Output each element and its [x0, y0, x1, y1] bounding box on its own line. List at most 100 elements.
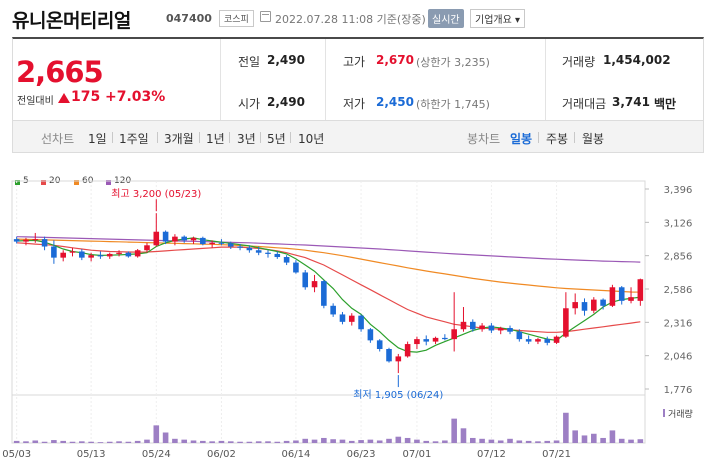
volume-bar — [628, 439, 634, 443]
period-5y[interactable]: 5년 — [267, 132, 286, 146]
candlestick-chart[interactable]: 3,396 3,126 2,856 2,586 2,316 2,046 1,776 05/03… — [0, 153, 706, 469]
volume-bar — [51, 440, 57, 443]
open-value: 2,490 — [267, 95, 305, 109]
high-annotation: 최고 3,200 (05/23) — [111, 188, 201, 200]
volume-value: 1,454,002 — [603, 53, 671, 67]
volume-bar — [507, 438, 513, 443]
volume-bar — [246, 441, 253, 443]
lower-limit: (하한가 1,745) — [416, 98, 490, 111]
volume-bar — [293, 440, 299, 443]
ma20-line — [16, 242, 641, 333]
divider — [290, 132, 291, 143]
volume-bar — [404, 437, 411, 443]
volume-bar — [432, 441, 439, 443]
calendar-icon — [260, 11, 271, 22]
candle-body — [563, 308, 569, 337]
candle-body — [591, 299, 597, 311]
volume-bar — [442, 440, 448, 443]
volume-bar — [516, 440, 523, 443]
x-tick-label: 06/02 — [207, 449, 236, 460]
candle-body — [600, 299, 606, 306]
volume-bar — [311, 439, 318, 443]
ma60-line — [16, 238, 641, 293]
candle-body — [544, 339, 551, 343]
volume-bar — [423, 440, 430, 443]
volume-bar — [134, 440, 141, 443]
candle-body — [227, 243, 234, 247]
company-info-dropdown[interactable]: 기업개요 ▾ — [470, 9, 525, 28]
candle-body — [134, 250, 141, 257]
legend-ma20-swatch — [41, 180, 46, 185]
candle-body — [535, 339, 541, 342]
volume-bar — [618, 438, 625, 443]
candle-weekly[interactable]: 주봉 — [546, 132, 569, 146]
volume-bar — [69, 441, 76, 443]
candle-body — [144, 245, 150, 251]
candle-body — [69, 251, 76, 253]
market-badge: 코스피 — [219, 10, 254, 27]
volume-bar — [488, 439, 495, 443]
volume-bar — [348, 440, 355, 443]
period-3y[interactable]: 3년 — [237, 132, 256, 146]
candle-body — [553, 336, 560, 343]
volume-legend-swatch — [663, 409, 665, 417]
divider — [574, 132, 575, 143]
y-tick-label: 2,046 — [664, 352, 693, 363]
divider — [260, 132, 261, 143]
period-1w[interactable]: 1주일 — [119, 132, 149, 146]
high-label: 고가 — [343, 55, 366, 69]
chart-toolbar: 선차트 1일 1주일 3개월 1년 3년 5년 10년 봉차트 일봉 주봉 월봉 — [12, 121, 704, 153]
volume-bar — [227, 441, 234, 443]
candle-body — [460, 321, 467, 330]
candle-body — [376, 340, 383, 349]
volume-bar — [181, 439, 188, 443]
volume-bar — [41, 441, 48, 443]
volume-bar — [339, 439, 346, 443]
volume-bar — [581, 435, 588, 443]
candle-body — [423, 339, 430, 342]
candle-body — [200, 237, 206, 245]
volume-bar — [563, 412, 569, 443]
x-tick-label: 07/21 — [542, 449, 571, 460]
period-1d[interactable]: 1일 — [88, 132, 107, 146]
line-chart-label: 선차트 — [41, 132, 75, 146]
candle-body — [218, 242, 225, 244]
open-label: 시가 — [238, 97, 261, 111]
volume-bar — [544, 440, 551, 443]
volume-bar — [479, 438, 485, 443]
volume-bar — [265, 441, 271, 443]
volume-bar — [637, 439, 644, 443]
candle-daily[interactable]: 일봉 — [510, 132, 533, 146]
volume-bar — [237, 441, 243, 443]
volume-bar — [376, 440, 383, 443]
candle-body — [432, 337, 439, 342]
period-3m[interactable]: 3개월 — [164, 132, 194, 146]
period-10y[interactable]: 10년 — [298, 132, 325, 146]
candle-body — [51, 246, 57, 258]
candle-body — [321, 281, 327, 306]
candle-body — [116, 252, 122, 254]
candle-body — [172, 236, 178, 242]
x-tick-label: 06/14 — [282, 449, 311, 460]
prev-close-label: 전일 — [238, 55, 261, 69]
candle-body — [209, 242, 215, 245]
volume-bar — [535, 441, 541, 443]
volume-bar — [572, 430, 578, 443]
volume-bar — [321, 437, 327, 443]
volume-bar — [218, 440, 225, 443]
volume-bar — [255, 441, 262, 443]
candle-monthly[interactable]: 월봉 — [582, 132, 605, 146]
candle-body — [265, 252, 271, 254]
y-tick-label: 3,126 — [664, 218, 693, 229]
x-tick-label: 06/23 — [347, 449, 376, 460]
x-tick-label: 07/12 — [477, 449, 506, 460]
candle-body — [469, 321, 476, 330]
candle-body — [60, 252, 66, 258]
candle-body — [125, 252, 132, 257]
volume-bar — [525, 440, 532, 443]
period-1y[interactable]: 1년 — [206, 132, 225, 146]
stock-name: 유니온머티리얼 — [12, 10, 131, 32]
realtime-button[interactable]: 실시간 — [428, 9, 464, 28]
candle-body — [637, 279, 644, 301]
legend-ma120-swatch — [106, 180, 111, 185]
